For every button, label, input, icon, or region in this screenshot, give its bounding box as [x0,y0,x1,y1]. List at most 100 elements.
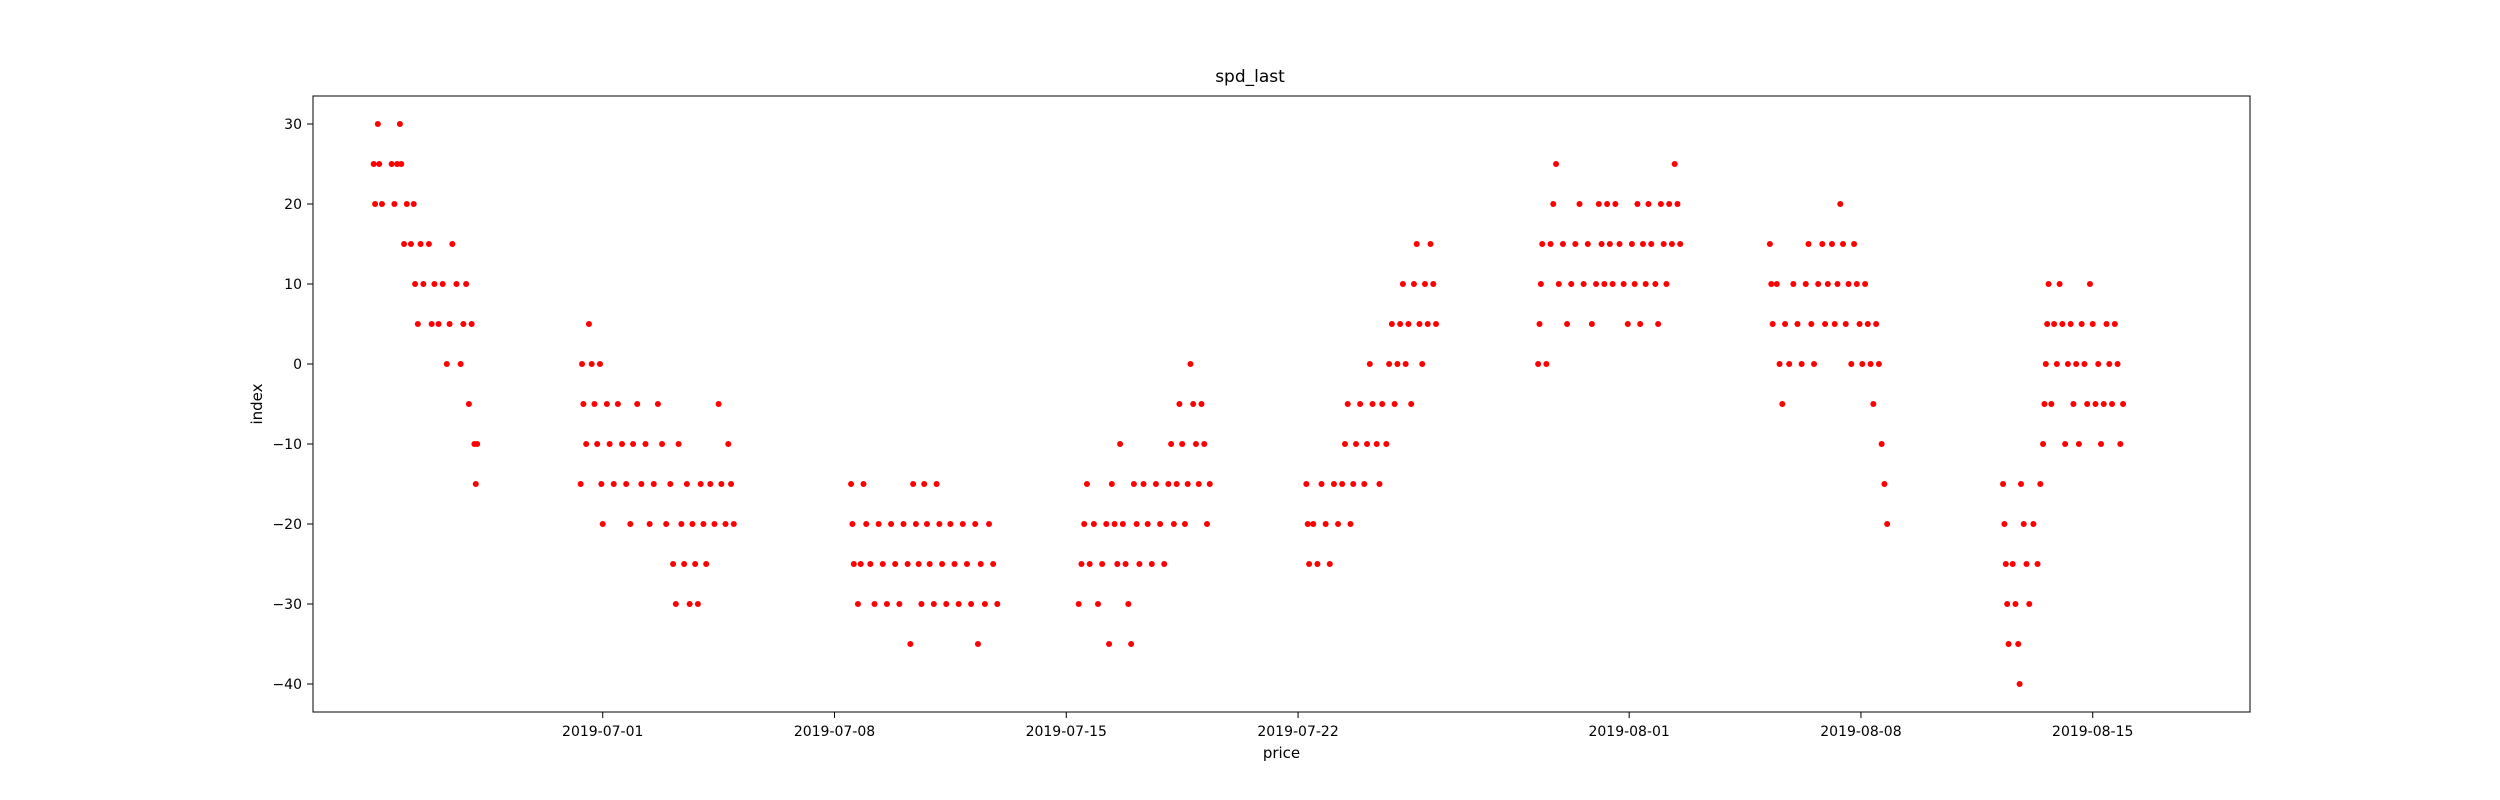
data-point [1873,321,1880,327]
data-point [1657,201,1664,207]
data-point [1555,281,1562,287]
data-point [1086,561,1093,567]
data-point [1184,481,1191,487]
data-point [654,401,661,407]
data-point [857,561,864,567]
data-point [936,521,943,527]
data-point [431,281,438,287]
data-point [1339,481,1346,487]
data-point [912,521,919,527]
data-point [1606,241,1613,247]
data-point [460,321,467,327]
data-point [372,201,379,207]
data-point [1326,561,1333,567]
data-point [650,481,657,487]
data-point [619,441,626,447]
data-point [2064,361,2071,367]
data-point [1117,441,1124,447]
data-point [1206,481,1213,487]
data-point [972,521,979,527]
data-point [1811,361,1818,367]
data-points [370,121,2127,687]
data-point [1663,281,1670,287]
data-point [694,601,701,607]
data-point [2084,401,2091,407]
data-point [1133,521,1140,527]
data-point [2037,481,2044,487]
data-point [1805,241,1812,247]
data-point [1376,481,1383,487]
data-point [474,441,481,447]
data-point [1539,241,1546,247]
data-point [888,521,895,527]
data-point [863,521,870,527]
x-tick-label: 2019-08-15 [2052,724,2133,740]
data-point [1099,561,1106,567]
data-point [638,481,645,487]
data-point [1095,601,1102,607]
data-point [663,521,670,527]
data-point [1108,481,1115,487]
data-point [1397,321,1404,327]
data-point [896,601,903,607]
data-point [1083,481,1090,487]
data-point [1128,641,1135,647]
data-point [1564,321,1571,327]
data-point [1598,241,1605,247]
data-point [588,361,595,367]
data-point [583,441,590,447]
data-point [1391,401,1398,407]
data-point [1864,321,1871,327]
data-point [1424,321,1431,327]
data-point [2103,321,2110,327]
x-tick-label: 2019-08-08 [1820,724,1901,740]
data-point [2081,361,2088,367]
data-point [697,481,704,487]
data-point [1416,321,1423,327]
data-point [594,441,601,447]
data-point [725,441,732,447]
data-point [1111,521,1118,527]
data-point [1357,401,1364,407]
data-point [1125,601,1132,607]
data-point [2098,441,2104,447]
data-point [1831,321,1838,327]
data-point [2040,441,2047,447]
data-point [1639,241,1646,247]
data-point [425,241,432,247]
data-point [1136,561,1143,567]
data-point [1140,481,1147,487]
data-point [1616,241,1623,247]
data-point [2059,321,2066,327]
data-point [428,321,435,327]
data-point [923,521,930,527]
data-point [1399,281,1406,287]
data-point [1840,241,1847,247]
data-point [2030,521,2037,527]
data-point [683,481,690,487]
data-point [907,641,914,647]
data-point [401,241,408,247]
y-tick-label: 20 [284,197,302,213]
data-point [1648,241,1655,247]
data-point [947,521,954,527]
data-point [2089,321,2096,327]
data-point [1779,401,1786,407]
data-point [472,481,479,487]
data-point [1152,481,1159,487]
data-point [1081,521,1088,527]
data-point [686,601,693,607]
y-tick-label: 10 [284,277,302,293]
data-point [926,561,933,567]
data-point [370,161,377,167]
data-point [1834,281,1841,287]
data-point [1383,441,1390,447]
data-point [1350,481,1357,487]
data-point [627,521,634,527]
data-point [959,521,966,527]
data-point [439,281,446,287]
data-point [374,121,381,127]
y-tick-label: −20 [272,517,302,533]
